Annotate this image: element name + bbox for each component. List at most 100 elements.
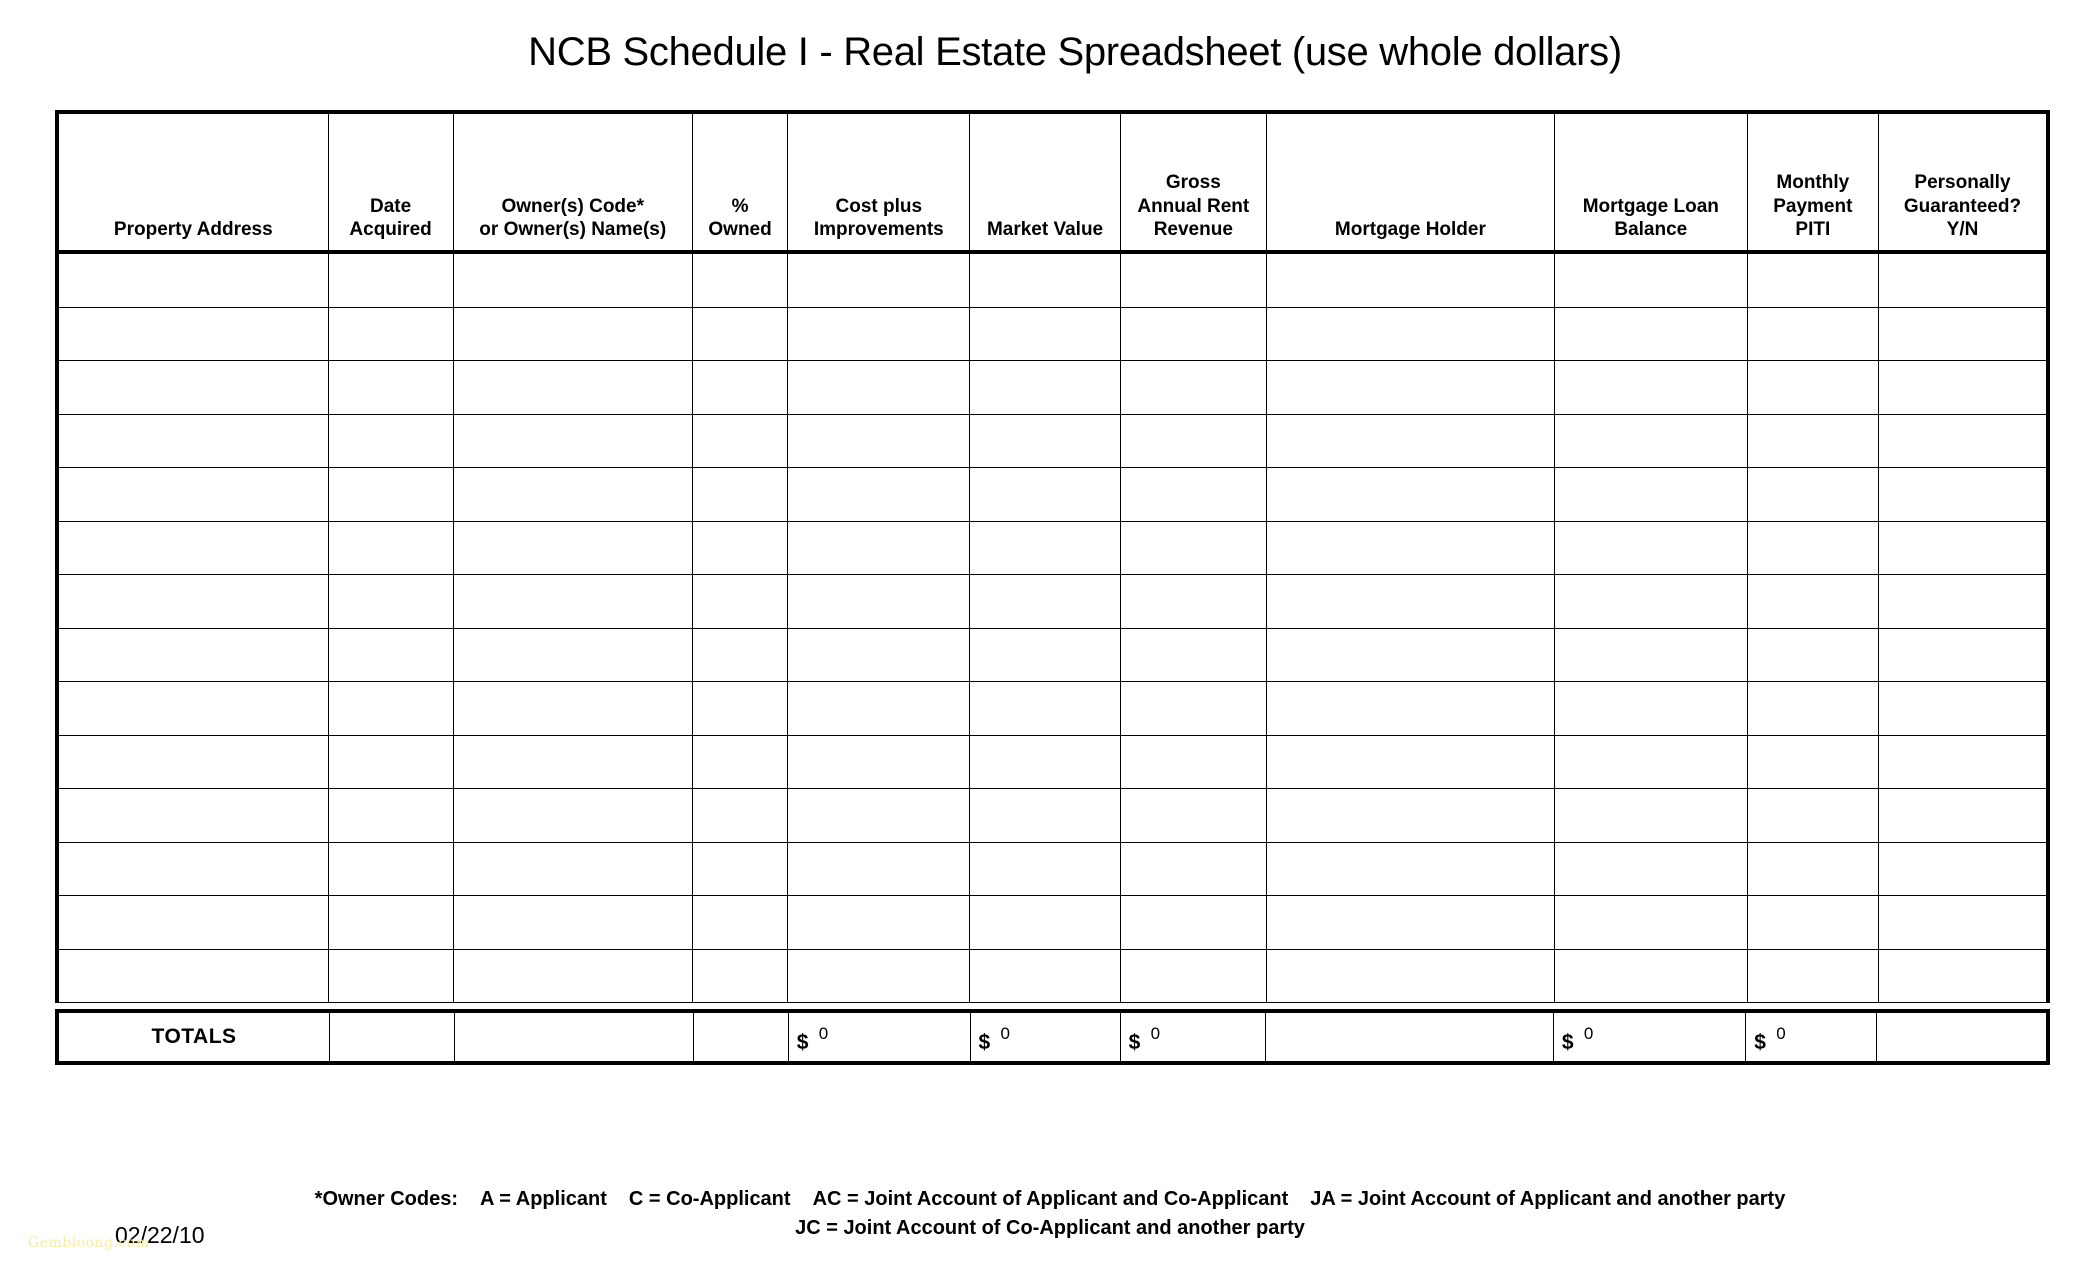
totals-blank-owner-s-code-or-owner-s-name-s[interactable]	[453, 1013, 694, 1061]
cell-market-value[interactable]	[969, 895, 1121, 950]
cell-cost-plus-improvements[interactable]	[787, 467, 971, 522]
cell-personally-guaranteed-y-n[interactable]	[1877, 520, 2048, 575]
cell-owned[interactable]	[691, 520, 789, 575]
cell-personally-guaranteed-y-n[interactable]	[1877, 895, 2048, 950]
totals-blank-date-acquired[interactable]	[329, 1013, 455, 1061]
cell-owner-s-code-or-owner-s-name-s[interactable]	[452, 948, 693, 1003]
cell-gross-annual-rent-revenue[interactable]	[1119, 895, 1267, 950]
cell-date-acquired[interactable]	[327, 574, 454, 629]
totals-amount-mortgage-loan-balance[interactable]: $0	[1552, 1013, 1747, 1061]
cell-gross-annual-rent-revenue[interactable]	[1119, 574, 1267, 629]
cell-mortgage-holder[interactable]	[1265, 734, 1555, 789]
cell-market-value[interactable]	[969, 841, 1121, 896]
cell-owner-s-code-or-owner-s-name-s[interactable]	[452, 520, 693, 575]
cell-cost-plus-improvements[interactable]	[787, 841, 971, 896]
cell-property-address[interactable]	[57, 895, 329, 950]
cell-mortgage-loan-balance[interactable]	[1553, 520, 1748, 575]
cell-owned[interactable]	[691, 681, 789, 736]
cell-market-value[interactable]	[969, 681, 1121, 736]
cell-monthly-payment-piti[interactable]	[1746, 895, 1879, 950]
cell-gross-annual-rent-revenue[interactable]	[1119, 734, 1267, 789]
cell-monthly-payment-piti[interactable]	[1746, 520, 1879, 575]
cell-gross-annual-rent-revenue[interactable]	[1119, 306, 1267, 361]
cell-property-address[interactable]	[57, 841, 329, 896]
cell-cost-plus-improvements[interactable]	[787, 413, 971, 468]
cell-monthly-payment-piti[interactable]	[1746, 734, 1879, 789]
cell-monthly-payment-piti[interactable]	[1746, 306, 1879, 361]
cell-cost-plus-improvements[interactable]	[787, 520, 971, 575]
cell-owned[interactable]	[691, 734, 789, 789]
cell-owned[interactable]	[691, 413, 789, 468]
cell-owned[interactable]	[691, 895, 789, 950]
cell-cost-plus-improvements[interactable]	[787, 360, 971, 415]
cell-gross-annual-rent-revenue[interactable]	[1119, 520, 1267, 575]
cell-cost-plus-improvements[interactable]	[787, 895, 971, 950]
cell-owned[interactable]	[691, 788, 789, 843]
cell-owned[interactable]	[691, 306, 789, 361]
cell-mortgage-loan-balance[interactable]	[1553, 306, 1748, 361]
cell-owner-s-code-or-owner-s-name-s[interactable]	[452, 413, 693, 468]
cell-mortgage-loan-balance[interactable]	[1553, 254, 1748, 308]
cell-personally-guaranteed-y-n[interactable]	[1877, 841, 2048, 896]
cell-date-acquired[interactable]	[327, 734, 454, 789]
cell-property-address[interactable]	[57, 788, 329, 843]
cell-owner-s-code-or-owner-s-name-s[interactable]	[452, 841, 693, 896]
cell-gross-annual-rent-revenue[interactable]	[1119, 413, 1267, 468]
cell-monthly-payment-piti[interactable]	[1746, 681, 1879, 736]
cell-personally-guaranteed-y-n[interactable]	[1877, 413, 2048, 468]
cell-market-value[interactable]	[969, 254, 1121, 308]
cell-personally-guaranteed-y-n[interactable]	[1877, 788, 2048, 843]
cell-gross-annual-rent-revenue[interactable]	[1119, 360, 1267, 415]
cell-date-acquired[interactable]	[327, 627, 454, 682]
cell-market-value[interactable]	[969, 734, 1121, 789]
totals-blank-mortgage-holder[interactable]	[1265, 1013, 1554, 1061]
cell-owner-s-code-or-owner-s-name-s[interactable]	[452, 627, 693, 682]
cell-date-acquired[interactable]	[327, 254, 454, 308]
cell-owner-s-code-or-owner-s-name-s[interactable]	[452, 681, 693, 736]
cell-cost-plus-improvements[interactable]	[787, 734, 971, 789]
cell-mortgage-holder[interactable]	[1265, 627, 1555, 682]
cell-personally-guaranteed-y-n[interactable]	[1877, 627, 2048, 682]
cell-market-value[interactable]	[969, 467, 1121, 522]
cell-personally-guaranteed-y-n[interactable]	[1877, 734, 2048, 789]
totals-amount-market-value[interactable]: $0	[969, 1013, 1121, 1061]
cell-owned[interactable]	[691, 574, 789, 629]
cell-property-address[interactable]	[57, 413, 329, 468]
cell-mortgage-holder[interactable]	[1265, 681, 1555, 736]
cell-date-acquired[interactable]	[327, 681, 454, 736]
cell-market-value[interactable]	[969, 627, 1121, 682]
cell-date-acquired[interactable]	[327, 467, 454, 522]
cell-property-address[interactable]	[57, 306, 329, 361]
cell-gross-annual-rent-revenue[interactable]	[1119, 788, 1267, 843]
cell-personally-guaranteed-y-n[interactable]	[1877, 306, 2048, 361]
totals-blank-personally-guaranteed-y-n[interactable]	[1876, 1013, 2046, 1061]
cell-personally-guaranteed-y-n[interactable]	[1877, 948, 2048, 1003]
cell-property-address[interactable]	[57, 627, 329, 682]
cell-mortgage-loan-balance[interactable]	[1553, 413, 1748, 468]
cell-owner-s-code-or-owner-s-name-s[interactable]	[452, 788, 693, 843]
cell-market-value[interactable]	[969, 948, 1121, 1003]
cell-owned[interactable]	[691, 360, 789, 415]
cell-cost-plus-improvements[interactable]	[787, 306, 971, 361]
cell-market-value[interactable]	[969, 788, 1121, 843]
cell-mortgage-holder[interactable]	[1265, 467, 1555, 522]
cell-cost-plus-improvements[interactable]	[787, 574, 971, 629]
cell-date-acquired[interactable]	[327, 948, 454, 1003]
cell-date-acquired[interactable]	[327, 895, 454, 950]
cell-owner-s-code-or-owner-s-name-s[interactable]	[452, 734, 693, 789]
cell-owned[interactable]	[691, 467, 789, 522]
cell-monthly-payment-piti[interactable]	[1746, 413, 1879, 468]
cell-property-address[interactable]	[57, 574, 329, 629]
cell-gross-annual-rent-revenue[interactable]	[1119, 841, 1267, 896]
cell-property-address[interactable]	[57, 254, 329, 308]
cell-owner-s-code-or-owner-s-name-s[interactable]	[452, 306, 693, 361]
cell-property-address[interactable]	[57, 360, 329, 415]
cell-mortgage-holder[interactable]	[1265, 254, 1555, 308]
cell-mortgage-loan-balance[interactable]	[1553, 627, 1748, 682]
cell-date-acquired[interactable]	[327, 788, 454, 843]
cell-owner-s-code-or-owner-s-name-s[interactable]	[452, 360, 693, 415]
cell-date-acquired[interactable]	[327, 841, 454, 896]
cell-cost-plus-improvements[interactable]	[787, 254, 971, 308]
cell-owner-s-code-or-owner-s-name-s[interactable]	[452, 467, 693, 522]
cell-mortgage-loan-balance[interactable]	[1553, 467, 1748, 522]
